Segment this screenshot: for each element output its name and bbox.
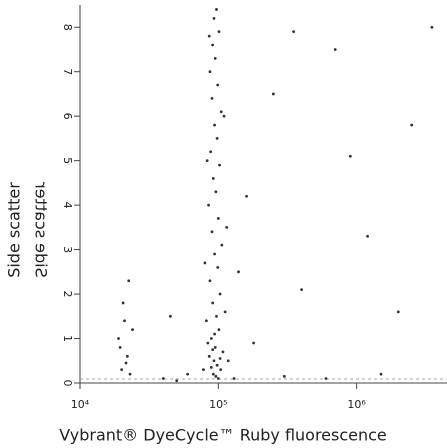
y-tick-label: 8 — [61, 24, 74, 31]
point — [218, 357, 222, 360]
point — [213, 346, 217, 349]
y-tick-label: 0 — [61, 380, 74, 387]
point — [217, 30, 221, 34]
point — [214, 190, 218, 194]
point — [210, 96, 214, 100]
point — [396, 310, 400, 314]
point — [161, 377, 165, 380]
point — [207, 354, 211, 358]
point — [221, 350, 225, 354]
point — [366, 234, 369, 238]
point — [219, 110, 223, 114]
point — [218, 292, 222, 296]
point — [211, 43, 215, 47]
point — [216, 265, 220, 269]
point — [117, 337, 120, 340]
point — [232, 377, 236, 380]
point — [226, 359, 230, 363]
y-tick-label: 5 — [61, 157, 74, 164]
point — [211, 372, 215, 376]
point — [211, 348, 215, 352]
point — [210, 230, 214, 234]
point — [168, 314, 172, 318]
point — [124, 361, 128, 365]
point — [131, 328, 134, 332]
point — [222, 114, 226, 118]
y-tick-label: 1 — [61, 335, 74, 342]
point — [220, 243, 224, 247]
x-tick-label: 10⁵ — [209, 398, 227, 411]
point — [118, 346, 122, 349]
point — [217, 328, 221, 332]
point — [213, 56, 217, 60]
y-tick-label: 6 — [61, 113, 74, 120]
point — [214, 374, 218, 378]
point — [348, 154, 352, 158]
point — [212, 16, 216, 20]
y-tick-label: 4 — [61, 202, 74, 209]
x-tick-label: 10⁶ — [347, 398, 366, 411]
point — [209, 150, 213, 154]
point — [216, 83, 220, 87]
point — [252, 341, 256, 345]
point — [282, 374, 286, 378]
point — [215, 314, 218, 318]
point — [186, 372, 190, 376]
point — [223, 310, 227, 314]
point — [205, 159, 209, 163]
point — [215, 137, 219, 140]
point — [203, 261, 207, 265]
point — [212, 359, 216, 363]
point — [216, 377, 220, 380]
point — [219, 368, 223, 372]
y-axis-label-mirrored: Side scatter — [32, 182, 51, 278]
point — [175, 379, 179, 383]
point — [209, 337, 213, 340]
point — [211, 301, 215, 305]
point — [216, 217, 220, 220]
point — [410, 123, 414, 127]
point — [237, 270, 240, 274]
point — [225, 225, 229, 229]
point — [324, 377, 328, 380]
point — [207, 203, 210, 207]
point — [300, 288, 304, 292]
point — [207, 34, 211, 38]
point — [213, 123, 217, 127]
point — [123, 319, 126, 323]
point — [206, 341, 210, 345]
point — [333, 48, 337, 51]
point — [213, 252, 217, 256]
point — [218, 163, 221, 167]
point — [128, 372, 132, 376]
point — [245, 194, 248, 198]
point — [208, 70, 212, 74]
point — [211, 177, 215, 180]
point — [271, 92, 275, 96]
point — [125, 354, 129, 358]
point — [205, 319, 208, 323]
x-tick-label: 10⁴ — [71, 398, 90, 411]
point — [208, 279, 212, 283]
y-tick-label: 7 — [61, 68, 74, 75]
y-axis-label: Side scatter — [5, 182, 24, 278]
point — [121, 301, 125, 305]
point — [215, 363, 219, 367]
point — [127, 279, 131, 283]
point — [215, 8, 218, 11]
point — [213, 332, 217, 336]
point — [292, 30, 295, 34]
point — [120, 368, 124, 372]
y-tick-label: 2 — [61, 291, 74, 298]
y-tick-label: 3 — [61, 246, 74, 253]
point — [201, 368, 205, 372]
point — [209, 366, 213, 369]
point — [430, 25, 434, 29]
x-axis-label: Vybrant® DyeCycle™ Ruby fluorescence — [59, 426, 387, 445]
point — [379, 372, 383, 376]
